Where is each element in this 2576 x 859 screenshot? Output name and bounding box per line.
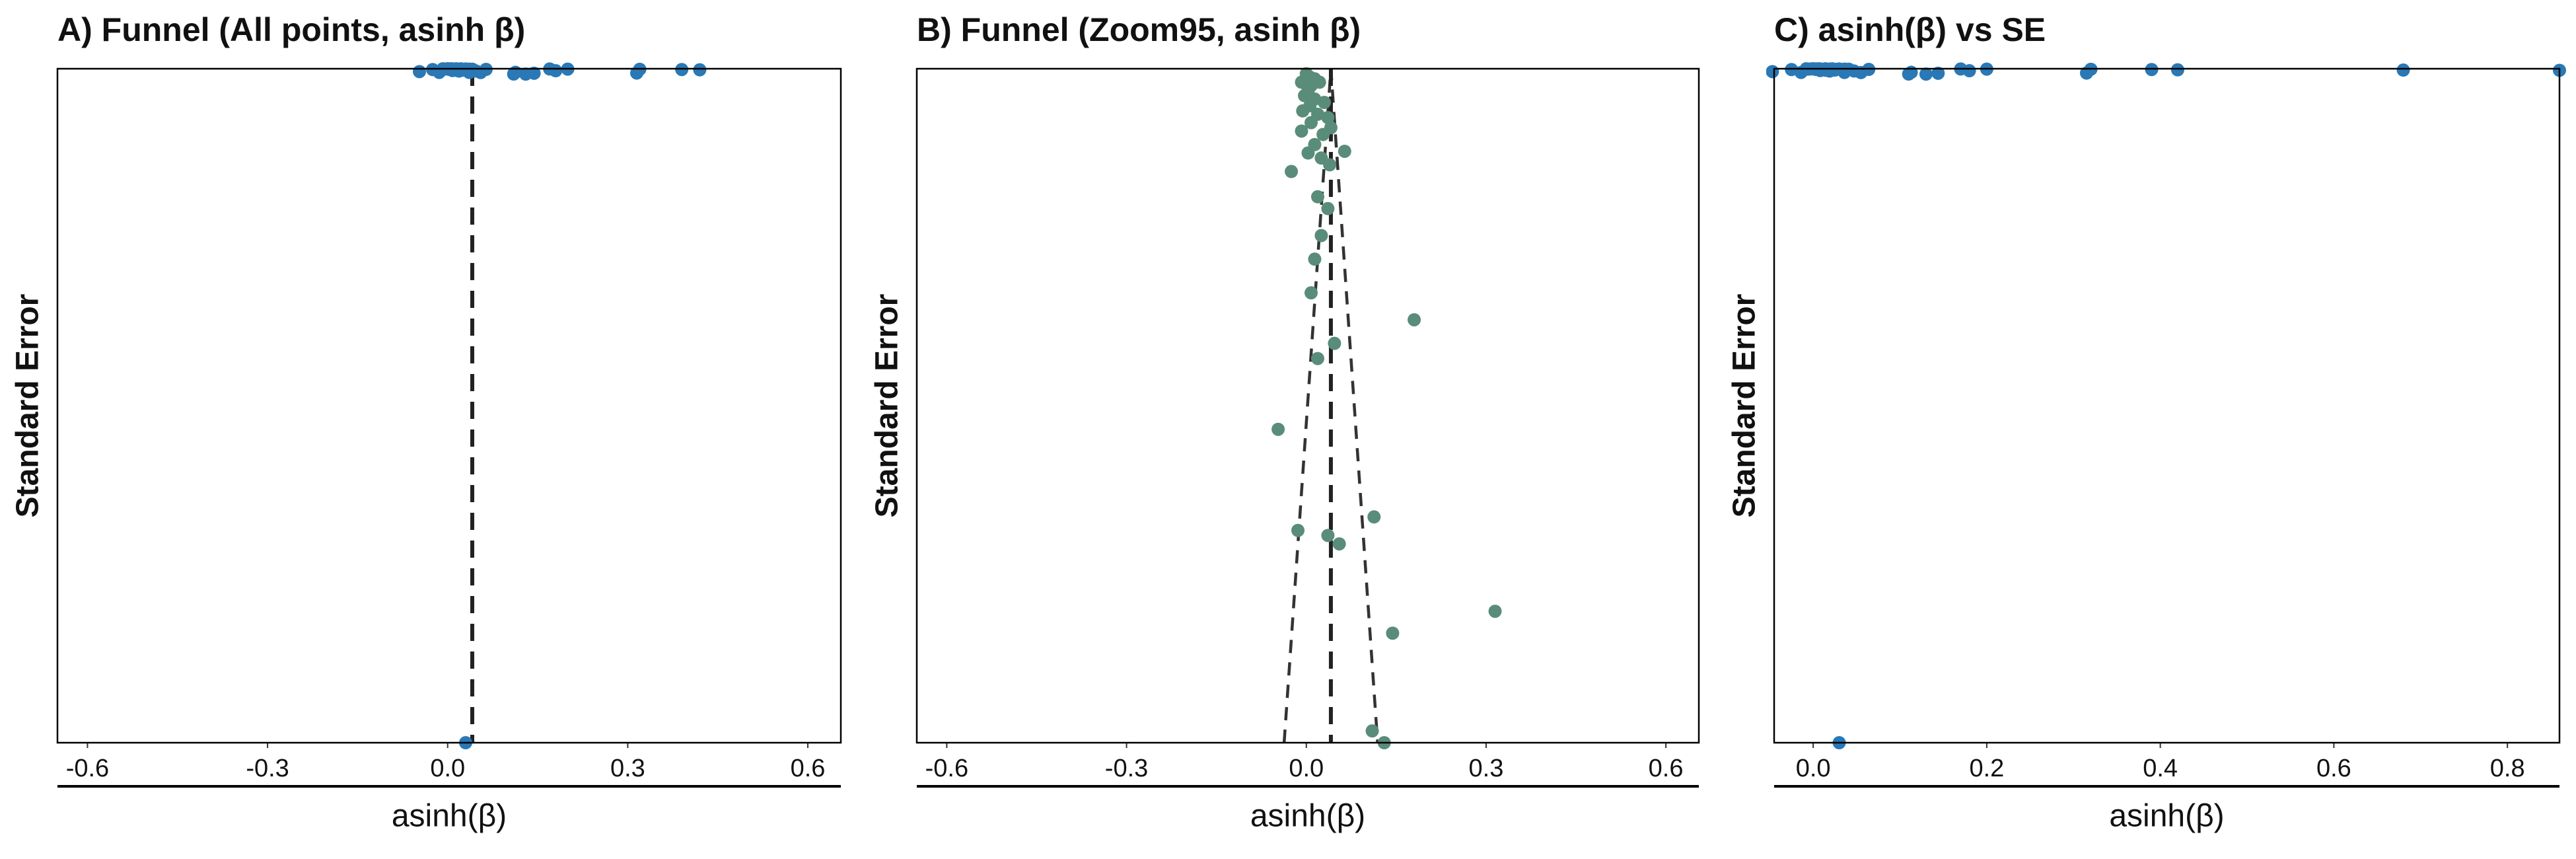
point	[1488, 605, 1502, 618]
point	[2170, 63, 2184, 77]
x-axis-label: asinh(β)	[2109, 799, 2224, 834]
point	[1295, 124, 1308, 138]
x-tick-label: 0.6	[791, 755, 826, 782]
x-tick-label: -0.6	[925, 755, 968, 782]
point	[1386, 626, 1400, 640]
plot-frame	[1773, 67, 2561, 744]
x-tick-label: 0.6	[1649, 755, 1684, 782]
point	[1324, 121, 1338, 135]
point	[1365, 724, 1379, 738]
point	[1314, 229, 1328, 243]
point	[1328, 336, 1342, 350]
point	[462, 65, 476, 79]
point	[1321, 529, 1335, 542]
x-tick-label: 0.3	[610, 755, 645, 782]
point	[1310, 352, 1324, 365]
point	[693, 63, 707, 77]
x-tick-label: 0.4	[2143, 755, 2178, 782]
point	[1291, 523, 1305, 537]
chart-title: A) Funnel (All points, asinh β)	[57, 11, 525, 48]
point	[1321, 110, 1335, 124]
point	[849, 63, 863, 77]
point	[1919, 67, 1933, 81]
x-tick-label: -0.3	[1105, 755, 1148, 782]
point	[1285, 165, 1299, 178]
point	[1823, 64, 1837, 78]
point	[1838, 65, 1851, 79]
y-axis-label: Standard Error	[1727, 294, 1762, 518]
point	[1310, 190, 1324, 204]
chart-title: C) asinh(β) vs SE	[1774, 11, 2046, 48]
point	[1301, 146, 1315, 160]
plot-frame	[56, 67, 842, 744]
point	[1323, 158, 1337, 172]
x-axis-label: asinh(β)	[392, 799, 507, 834]
panel: B) Funnel (Zoom95, asinh β) Standard Erro…	[870, 11, 1700, 834]
x-axis-label: asinh(β)	[1250, 799, 1365, 834]
point	[452, 64, 466, 78]
point	[957, 63, 970, 77]
point	[1902, 67, 1915, 81]
point	[1408, 313, 1421, 326]
x-tick-label: 0.0	[1289, 755, 1324, 782]
y-axis-label: Standard Error	[870, 294, 905, 518]
point	[1321, 202, 1335, 215]
x-tick-label: -0.6	[66, 755, 109, 782]
point	[519, 67, 532, 81]
x-tick-label: 0.0	[1796, 755, 1831, 782]
plot-area	[1271, 67, 1502, 749]
point	[1298, 89, 1312, 102]
point	[1332, 537, 1346, 551]
point	[1317, 96, 1331, 109]
point	[1304, 286, 1318, 300]
plot-frame	[915, 67, 1700, 744]
point	[1312, 75, 1326, 89]
panel: A) Funnel (All points, asinh β) Standard …	[11, 11, 970, 834]
x-tick-label: 0.6	[2316, 755, 2351, 782]
point	[1271, 422, 1285, 436]
point	[2396, 63, 2410, 77]
x-tick-label: 0.0	[430, 755, 465, 782]
point	[1308, 252, 1322, 266]
chart-title: B) Funnel (Zoom95, asinh β)	[917, 11, 1361, 48]
point	[1367, 510, 1381, 524]
point	[1296, 104, 1310, 118]
point	[507, 67, 520, 81]
plot-area	[1766, 62, 2566, 749]
point	[413, 65, 427, 79]
y-axis-label: Standard Error	[11, 294, 46, 518]
x-tick-label: 0.2	[1969, 755, 2004, 782]
point	[1338, 144, 1351, 158]
x-tick-label: 0.3	[1469, 755, 1504, 782]
x-tick-label: -0.3	[246, 755, 289, 782]
point	[433, 65, 447, 79]
point	[1931, 66, 1945, 80]
x-tick-label: 0.8	[2490, 755, 2525, 782]
panel: C) asinh(β) vs SE Standard Error asinh(β) 0…	[1727, 11, 2566, 834]
point	[1304, 116, 1318, 130]
point	[1813, 63, 1827, 77]
point	[1794, 65, 1808, 79]
point	[1766, 65, 1779, 79]
